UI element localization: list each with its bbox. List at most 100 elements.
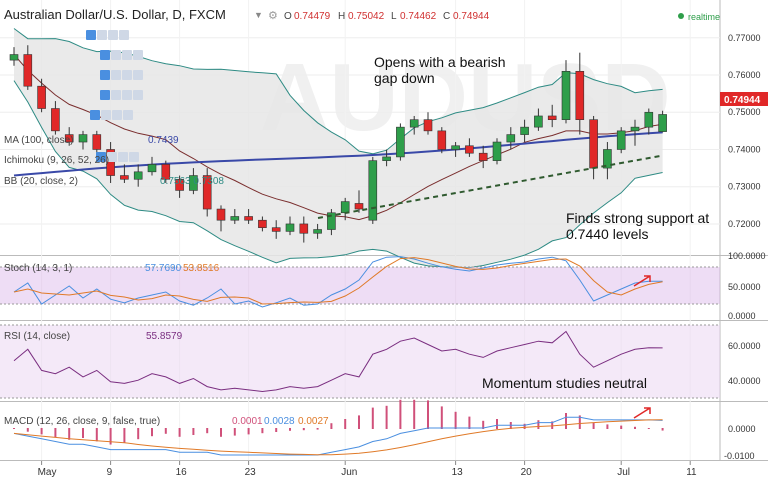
macd-value: 0.0028	[264, 416, 295, 427]
legend-gear-button-1[interactable]	[111, 50, 121, 60]
legend-close-button-0[interactable]	[108, 30, 118, 40]
candle-body-6	[92, 134, 102, 150]
candle-body-29	[409, 119, 419, 128]
candle-body-16	[230, 216, 240, 221]
close-label: C	[443, 11, 450, 22]
low-label: L	[391, 11, 397, 22]
candle-body-19	[271, 227, 281, 232]
support-trendline[interactable]	[317, 155, 661, 219]
title-dropdown-icon[interactable]: ▼	[254, 10, 263, 20]
rsi-band	[0, 325, 720, 398]
candle-body-9	[133, 171, 143, 180]
stoch-tick-50: 50.0000	[728, 282, 761, 292]
macd-hist-value: 0.0001	[232, 416, 263, 427]
legend-plus-button-5[interactable]	[129, 152, 139, 162]
stoch-label[interactable]: Stoch (14, 3, 1)	[4, 263, 72, 274]
legend-close-button-5[interactable]	[118, 152, 128, 162]
stoch-band	[0, 267, 720, 304]
candle-body-36	[506, 134, 516, 143]
price-tick-0: 0.77000	[728, 33, 761, 43]
rsi-value: 55.8579	[146, 331, 183, 342]
candle-body-11	[161, 164, 171, 180]
price-tick-3: 0.74000	[728, 144, 761, 154]
bb-label[interactable]: BB (20, close, 2)	[4, 176, 78, 187]
legend-eye-button-3[interactable]	[100, 90, 110, 100]
candle-body-18	[258, 219, 267, 228]
rsi-label[interactable]: RSI (14, close)	[4, 331, 70, 342]
candle-body-5	[78, 134, 88, 143]
macd-pane[interactable]	[0, 402, 720, 460]
candle-body-12	[175, 178, 184, 191]
candle-body-31	[437, 130, 447, 150]
macd-histogram	[13, 399, 664, 445]
momentum-annotation: Momentum studies neutral	[482, 375, 647, 391]
legend-gear-button-5[interactable]	[107, 152, 117, 162]
legend-eye-button-2[interactable]	[100, 70, 110, 80]
stoch-k-line	[13, 256, 663, 308]
stoch-tick-0: 0.0000	[728, 311, 756, 321]
macd-label[interactable]: MACD (12, 26, close, 9, false, true)	[4, 416, 160, 427]
candle-body-1	[23, 54, 33, 87]
macd-signal-value: 0.0027	[298, 416, 329, 427]
price-axis[interactable]: 0.77000 0.76000 0.75000 0.74000 0.73000 0.720…	[728, 33, 761, 229]
time-axis[interactable]: May 9 16 23 Jun 13 20 Jul 11	[38, 461, 697, 478]
legend-eye-button-4[interactable]	[90, 110, 100, 120]
candle-body-15	[216, 208, 226, 221]
legend-gear-button-4[interactable]	[101, 110, 111, 120]
legend-gear-button-0[interactable]	[97, 30, 107, 40]
legend-eye-button-5[interactable]	[96, 152, 106, 162]
candle-body-44	[616, 130, 626, 150]
legend-close-button-4[interactable]	[112, 110, 122, 120]
rsi-tick-40: 40.0000	[728, 376, 761, 386]
macd-signal-line	[13, 419, 663, 456]
legend-close-button-2[interactable]	[122, 70, 132, 80]
close-value: 0.74944	[453, 11, 490, 22]
stoch-d-line	[13, 257, 663, 305]
candle-body-38	[534, 115, 543, 128]
candle-body-41	[575, 70, 585, 120]
candle-body-30	[423, 119, 433, 132]
time-tick-0: May	[38, 467, 57, 478]
symbol-title[interactable]: Australian Dollar/U.S. Dollar, D, FXCM	[4, 7, 226, 22]
open-value: 0.74479	[294, 11, 331, 22]
legend-plus-button-1[interactable]	[133, 50, 143, 60]
candle-body-47	[658, 114, 667, 132]
time-tick-1: 9	[107, 467, 113, 478]
ma-100-line	[13, 131, 663, 177]
legend-plus-button-4[interactable]	[123, 110, 133, 120]
ma100-value: 0.7439	[148, 135, 179, 146]
candle-body-22	[313, 229, 322, 234]
gap-annotation-line2: gap down	[374, 70, 435, 86]
time-tick-4: Jun	[341, 467, 357, 478]
stoch-up-arrow-icon	[633, 275, 651, 287]
rsi-line	[13, 330, 663, 393]
settings-gear-icon[interactable]: ⚙	[268, 10, 278, 22]
macd-line	[13, 416, 663, 456]
time-tick-7: Jul	[617, 467, 630, 478]
legend-eye-button-0[interactable]	[86, 30, 96, 40]
legend-close-button-3[interactable]	[122, 90, 132, 100]
support-annotation-line2: 0.7440 levels	[566, 226, 649, 242]
candle-body-34	[478, 152, 488, 161]
candle-body-42	[589, 119, 598, 169]
legend-plus-button-0[interactable]	[119, 30, 129, 40]
legend-eye-button-1[interactable]	[100, 50, 110, 60]
legend-gear-button-3[interactable]	[111, 90, 121, 100]
realtime-label: realtime	[688, 12, 720, 22]
ma100-label[interactable]: MA (100, close)	[4, 135, 73, 146]
last-price-tag	[720, 92, 768, 106]
candle-body-24	[340, 201, 350, 214]
legend-gear-button-2[interactable]	[111, 70, 121, 80]
candle-body-26	[368, 160, 378, 221]
legend-close-button-1[interactable]	[122, 50, 132, 60]
candle-body-0	[9, 54, 19, 61]
last-price-value: 0.74944	[724, 95, 761, 106]
candle-body-13	[189, 175, 198, 191]
stoch-d-value: 53.8516	[183, 263, 220, 274]
ohlc-readout: O 0.74479 H 0.75042 L 0.74462 C 0.74944	[284, 11, 490, 22]
legend-plus-button-3[interactable]	[133, 90, 143, 100]
ma-20-line	[13, 54, 663, 221]
legend-plus-button-2[interactable]	[133, 70, 143, 80]
ichimoku-label[interactable]: Ichimoku (9, 26, 52, 26)	[4, 155, 109, 166]
